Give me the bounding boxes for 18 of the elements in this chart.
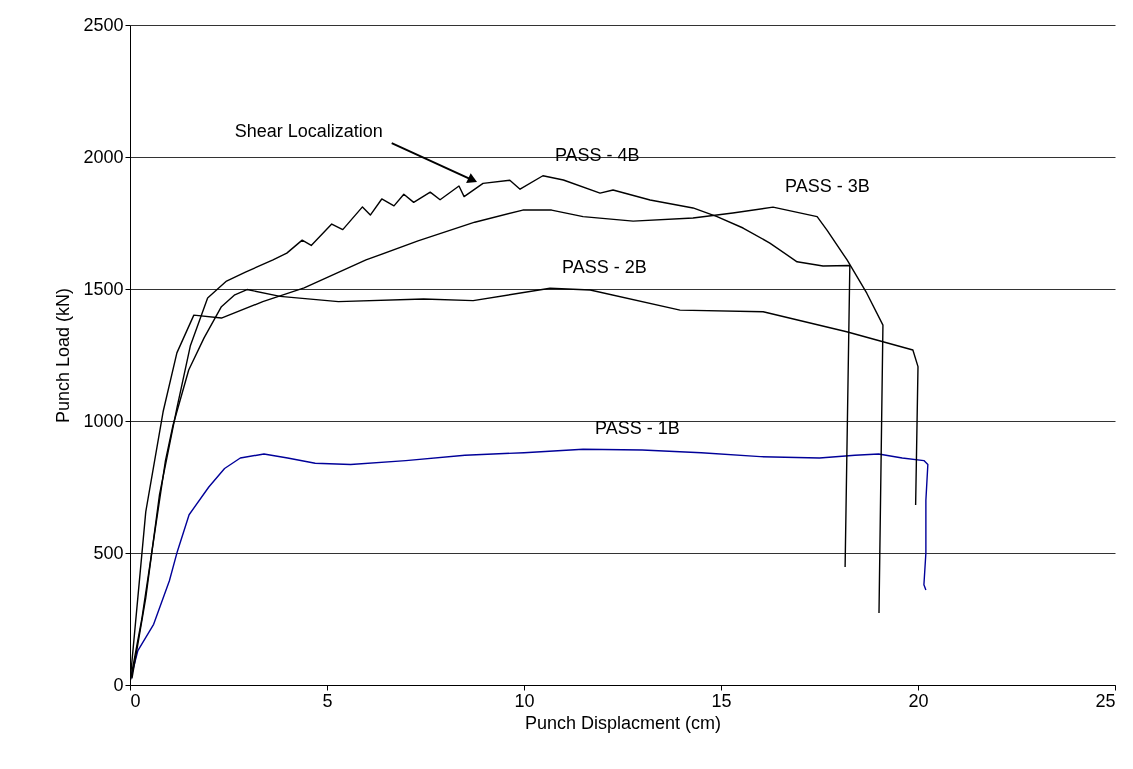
y-tick-label: 2500 xyxy=(83,14,124,35)
y-tick-label: 500 xyxy=(93,542,124,563)
y-tick-label: 1000 xyxy=(83,410,124,431)
x-tick-label: 0 xyxy=(130,690,141,711)
y-axis-title: Punch Load (kN) xyxy=(53,287,74,424)
x-tick-label: 10 xyxy=(514,690,535,711)
x-tick-label: 25 xyxy=(1095,690,1116,711)
x-tick-label: 5 xyxy=(322,690,333,711)
series-label: PASS - 3B xyxy=(785,176,870,197)
x-tick-label: 20 xyxy=(908,690,929,711)
y-tick-label: 1500 xyxy=(83,278,124,299)
annotation: Shear Localization xyxy=(234,121,383,142)
y-tick-label: 2000 xyxy=(83,146,124,167)
x-tick-label: 15 xyxy=(711,690,732,711)
series-label: PASS - 1B xyxy=(595,418,680,439)
x-axis-title: Punch Displacment (cm) xyxy=(524,712,722,733)
series-label: PASS - 2B xyxy=(562,257,647,278)
y-tick-label: 0 xyxy=(113,674,124,695)
